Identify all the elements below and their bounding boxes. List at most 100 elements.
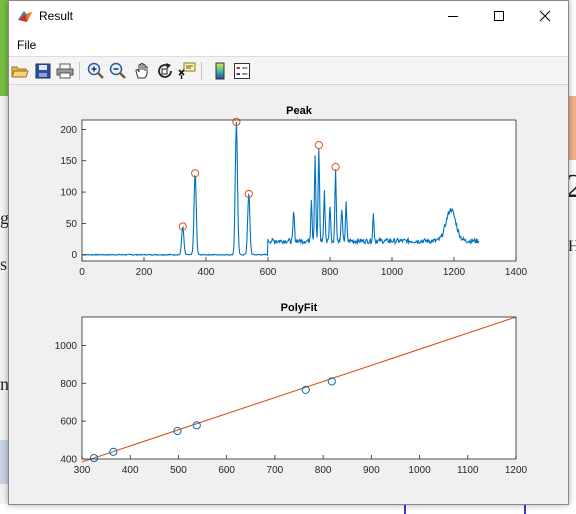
peak-axes-box (81, 119, 517, 262)
background-text-n: n (0, 374, 9, 394)
zoom-in-button[interactable] (86, 61, 106, 81)
y-tick-label: 400 (60, 455, 77, 466)
peak-title: Peak (286, 105, 313, 117)
background-app-accent (0, 0, 10, 96)
matlab-app-icon (18, 11, 32, 22)
data-cursor-icon (178, 62, 196, 79)
peak-spectrum-line (82, 121, 480, 256)
x-tick-label: 800 (315, 465, 332, 476)
background-text-h: H (568, 238, 576, 255)
x-tick-label: 500 (170, 465, 187, 476)
close-button[interactable] (522, 1, 568, 31)
y-tick-label: 0 (71, 250, 77, 261)
peak-axes[interactable]: Peak 0 200 400 600 800 1000 1200 1400 0 50 100 150 2… (60, 105, 527, 278)
polyfit-axes[interactable]: PolyFit 300 400 500 600 700 800 900 1000 1100 120… (55, 302, 528, 476)
x-tick-label: 400 (198, 267, 215, 278)
x-tick-label: 1400 (505, 267, 528, 278)
title-bar[interactable]: Result (9, 1, 568, 31)
y-tick-label: 1000 (55, 341, 78, 352)
background-line (404, 505, 406, 514)
polyfit-point (109, 447, 118, 456)
save-button[interactable] (33, 61, 53, 81)
peak-marker (191, 169, 200, 178)
pan-button[interactable] (132, 61, 152, 81)
window-title: Result (39, 9, 74, 23)
maximize-button[interactable] (476, 1, 522, 31)
x-tick-label: 700 (267, 465, 284, 476)
background-app-selection (0, 440, 10, 484)
menu-file[interactable]: File (17, 38, 37, 52)
background-text-g: g (0, 208, 9, 228)
legend-button[interactable] (232, 61, 252, 81)
peak-marker (331, 162, 340, 172)
y-tick-label: 100 (60, 188, 77, 199)
y-tick-label: 150 (60, 156, 77, 167)
minimize-button[interactable] (430, 1, 476, 31)
peak-marker (178, 222, 187, 231)
legend-icon (234, 63, 250, 79)
peak-marker (314, 140, 323, 150)
polyfit-fit-line (81, 316, 517, 463)
polyfit-axes-box (81, 316, 517, 460)
zoom-out-button[interactable] (108, 61, 128, 81)
polyfit-point (327, 377, 336, 386)
polyfit-ticks-group: 300 400 500 600 700 800 900 1000 1100 12004006008… (55, 341, 528, 476)
background-text-s: s (0, 254, 8, 274)
background-app-strip (0, 504, 576, 514)
save-icon (35, 63, 51, 79)
figure-window: Result File (8, 0, 569, 505)
data-cursor-button[interactable] (177, 61, 197, 81)
pan-icon (135, 62, 148, 79)
figure-canvas: Peak 0 200 400 600 800 1000 1200 1400 0 50 100 150 2… (9, 86, 568, 504)
x-tick-label: 1100 (457, 465, 479, 476)
rotate-3d-icon (158, 63, 172, 78)
print-button[interactable] (55, 61, 75, 81)
x-tick-label: 1000 (381, 267, 404, 278)
background-line (524, 505, 526, 514)
peak-marker (244, 189, 253, 199)
minimize-icon (448, 16, 458, 17)
y-tick-label: 800 (60, 379, 77, 390)
open-icon (11, 66, 29, 78)
colorbar-button[interactable] (210, 61, 230, 81)
close-icon (539, 10, 551, 22)
background-app-accent-right (568, 96, 576, 160)
background-text-2: 2 (566, 168, 576, 205)
polyfit-point (89, 453, 99, 463)
x-tick-label: 600 (218, 465, 235, 476)
zoom-out-icon (109, 62, 126, 79)
x-tick-label: 0 (79, 267, 85, 278)
polyfit-point (173, 426, 182, 436)
toolbar-separator (201, 62, 202, 80)
peak-axes-background (82, 120, 516, 261)
x-tick-label: 1200 (443, 267, 466, 278)
y-tick-label: 50 (66, 219, 78, 230)
peak-ticks-group: 0 200 400 600 800 1000 1200 1400 0 50 100 150 200 (60, 125, 527, 278)
rotate-3d-button[interactable] (155, 61, 175, 81)
polyfit-markers-group (89, 377, 336, 463)
toolbar-separator (79, 62, 80, 80)
x-tick-label: 800 (322, 267, 339, 278)
peak-markers-group (178, 117, 340, 231)
polyfit-series-group (81, 316, 517, 463)
zoom-in-icon (87, 62, 104, 79)
peak-marker (232, 117, 241, 126)
open-button[interactable] (10, 61, 30, 81)
figure-toolbar (9, 57, 568, 85)
x-tick-label: 200 (136, 267, 153, 278)
peak-series-group (82, 121, 480, 256)
x-tick-label: 300 (74, 465, 91, 476)
plot-area: Peak 0 200 400 600 800 1000 1200 1400 0 50 100 150 2… (55, 105, 528, 476)
x-tick-label: 1200 (505, 465, 528, 476)
x-tick-label: 900 (363, 465, 380, 476)
maximize-icon (494, 11, 504, 21)
polyfit-point (301, 385, 310, 394)
colorbar-icon (215, 62, 225, 80)
x-tick-label: 600 (260, 267, 277, 278)
x-tick-label: 400 (122, 465, 139, 476)
polyfit-point (192, 421, 201, 430)
y-tick-label: 600 (60, 417, 77, 428)
print-icon (56, 63, 74, 79)
menu-bar: File (9, 31, 568, 57)
x-tick-label: 1000 (408, 465, 431, 476)
